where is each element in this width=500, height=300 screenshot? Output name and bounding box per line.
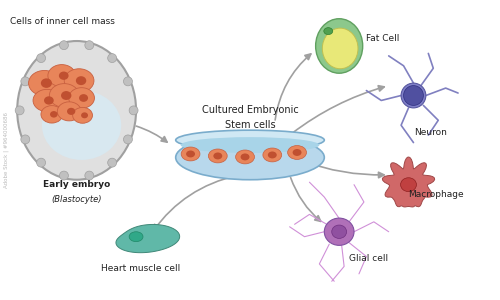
Circle shape [108,158,116,167]
Ellipse shape [64,69,94,92]
Ellipse shape [59,71,69,80]
Ellipse shape [17,41,136,180]
Polygon shape [382,157,434,207]
Ellipse shape [263,148,281,162]
Ellipse shape [81,112,88,118]
Ellipse shape [67,108,76,115]
Ellipse shape [401,83,426,108]
Ellipse shape [76,76,86,85]
Text: Cultured Embryonic: Cultured Embryonic [202,105,298,115]
Circle shape [129,106,138,115]
Ellipse shape [48,64,76,87]
Circle shape [108,54,116,62]
Ellipse shape [240,154,250,160]
Circle shape [85,171,94,180]
Ellipse shape [176,135,324,180]
Ellipse shape [28,70,60,96]
Circle shape [36,54,46,62]
Circle shape [15,106,24,115]
Ellipse shape [176,130,324,150]
Circle shape [21,135,30,144]
Ellipse shape [400,178,416,192]
Ellipse shape [268,152,277,158]
Ellipse shape [41,78,52,88]
Text: Glial cell: Glial cell [350,254,389,263]
Ellipse shape [236,150,255,164]
Ellipse shape [68,88,94,108]
Circle shape [21,77,30,86]
Ellipse shape [316,19,362,73]
Circle shape [85,41,94,50]
Text: Heart muscle cell: Heart muscle cell [102,264,180,273]
Ellipse shape [332,225,346,238]
Circle shape [404,85,423,105]
Ellipse shape [208,149,227,163]
Text: Stem cells: Stem cells [224,120,276,130]
Ellipse shape [322,28,358,69]
Ellipse shape [33,89,61,112]
Ellipse shape [72,107,92,123]
Text: Fat Cell: Fat Cell [366,34,400,43]
Ellipse shape [324,28,332,34]
Text: Macrophage: Macrophage [408,190,464,199]
Ellipse shape [58,102,81,121]
Ellipse shape [41,106,63,123]
Ellipse shape [44,96,54,105]
Circle shape [36,158,46,167]
Text: Neuron: Neuron [414,128,447,137]
Circle shape [124,135,132,144]
Text: Adobe Stock | #964000686: Adobe Stock | #964000686 [4,112,9,188]
Polygon shape [116,224,180,253]
Circle shape [124,77,132,86]
Ellipse shape [50,111,58,118]
Ellipse shape [324,218,354,245]
Ellipse shape [214,152,222,159]
Ellipse shape [288,146,306,159]
Circle shape [60,171,68,180]
Ellipse shape [61,91,72,100]
Ellipse shape [50,84,79,107]
Text: Cells of inner cell mass: Cells of inner cell mass [10,17,115,26]
Ellipse shape [79,94,88,102]
Ellipse shape [180,137,320,153]
Text: Early embryo: Early embryo [43,180,110,189]
Ellipse shape [42,91,121,160]
Ellipse shape [129,232,143,242]
Ellipse shape [186,151,195,158]
Circle shape [60,41,68,50]
Text: (Blastocyte): (Blastocyte) [52,195,102,204]
Ellipse shape [292,149,302,156]
Ellipse shape [181,147,200,161]
